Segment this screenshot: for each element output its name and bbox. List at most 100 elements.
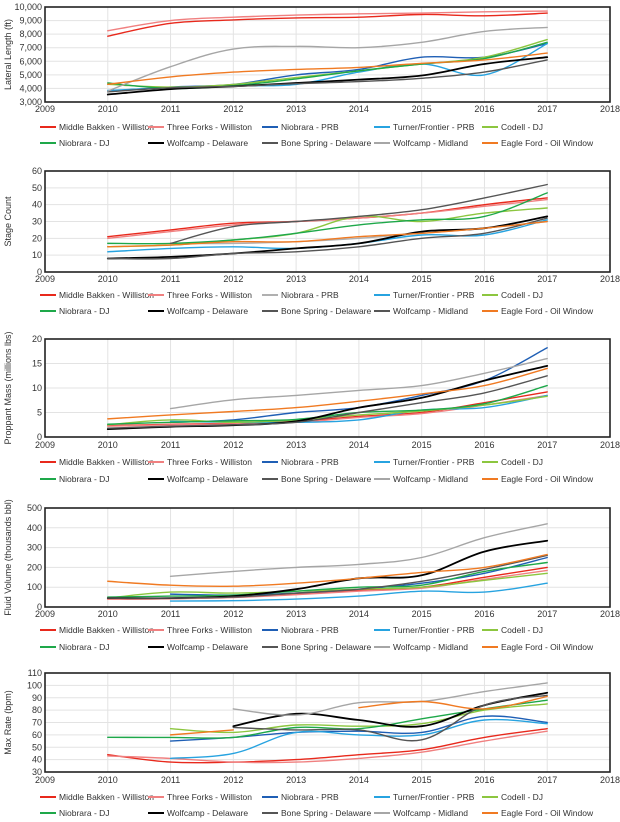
legend-label: Three Forks - Williston [167,122,252,132]
series-line-bone-spring-delaware [107,217,548,260]
x-tick-label: 2011 [161,440,180,450]
series-line-niobrara-dj [107,192,548,245]
legend-item-niobrara-prb: Niobrara - PRB [262,625,339,635]
legend-item-eagle-ford-oil-window: Eagle Ford - Oil Window [482,306,594,316]
legend-item-codell-dj: Codell - DJ [482,792,543,802]
x-tick-label: 2012 [223,104,243,114]
y-tick-label: 20 [32,233,42,243]
y-axis-label: Fluid Volume (thousands bbl) [3,499,13,616]
legend-item-three-forks-williston: Three Forks - Williston [148,457,252,467]
legend-label: Niobrara - DJ [59,306,110,316]
x-tick-label: 2013 [286,440,306,450]
legend-item-bone-spring-delaware: Bone Spring - Delaware [262,138,372,148]
legend-label: Turner/Frontier - PRB [393,122,475,132]
legend-label: Bone Spring - Delaware [281,138,372,148]
y-tick-label: 4,000 [19,83,42,93]
series-line-middle-bakken-williston [107,12,548,37]
series-line-turner-frontier-prb [107,42,548,92]
x-tick-label: 2018 [600,274,620,284]
legend-label: Niobrara - PRB [281,122,339,132]
y-tick-label: 40 [32,200,42,210]
x-tick-label: 2009 [35,274,55,284]
legend-item-wolfcamp-midland: Wolfcamp - Midland [374,808,468,818]
chart-1-lateral-length-ft: 3,000 4,000 5,000 6,000 7,000 8,000 9,000 10,00… [3,2,620,148]
legend-label: Codell - DJ [501,792,543,802]
x-tick-label: 2010 [98,609,118,619]
y-tick-label: 0 [37,432,42,442]
series-line-wolfcamp-midland [169,357,548,410]
y-tick-label: 7,000 [19,43,42,53]
legend-item-codell-dj: Codell - DJ [482,290,543,300]
legend-item-turner-frontier-prb: Turner/Frontier - PRB [374,457,475,467]
x-tick-label: 2017 [537,609,557,619]
legend-item-three-forks-williston: Three Forks - Williston [148,122,252,132]
legend-item-eagle-ford-oil-window: Eagle Ford - Oil Window [482,808,594,818]
series-line-codell-dj [169,703,548,734]
y-axis-label: Max Rate (bpm) [3,690,13,755]
x-tick-label: 2011 [161,274,180,284]
legend-label: Eagle Ford - Oil Window [501,642,594,652]
x-tick-label: 2018 [600,775,620,785]
x-tick-label: 2014 [349,609,369,619]
y-tick-label: 20 [32,334,42,344]
legend-item-wolfcamp-delaware: Wolfcamp - Delaware [148,642,248,652]
legend-label: Wolfcamp - Delaware [167,306,248,316]
legend-item-turner-frontier-prb: Turner/Frontier - PRB [374,792,475,802]
legend-label: Eagle Ford - Oil Window [501,474,594,484]
series-line-bone-spring-delaware [107,59,548,93]
legend-label: Niobrara - DJ [59,642,110,652]
legend-item-eagle-ford-oil-window: Eagle Ford - Oil Window [482,474,594,484]
legend-item-niobrara-dj: Niobrara - DJ [40,642,110,652]
chart-3-proppant-mass-millions-lbs: 0 5 10 15 20 2009 2010 2011 2012 2013 2014 2015 2016… [3,331,620,484]
legend-label: Wolfcamp - Delaware [167,138,248,148]
legend-label: Middle Bakken - Williston [59,122,154,132]
x-tick-label: 2009 [35,104,55,114]
x-tick-label: 2016 [474,609,494,619]
x-tick-label: 2018 [600,104,620,114]
x-tick-label: 2009 [35,775,55,785]
legend-item-codell-dj: Codell - DJ [482,625,543,635]
legend-label: Turner/Frontier - PRB [393,625,475,635]
legend-label: Codell - DJ [501,122,543,132]
x-tick-label: 2016 [474,440,494,450]
legend-label: Bone Spring - Delaware [281,808,372,818]
y-tick-label: 60 [32,166,42,176]
legend-label: Niobrara - DJ [59,138,110,148]
legend-item-niobrara-dj: Niobrara - DJ [40,306,110,316]
x-tick-label: 2010 [98,440,118,450]
y-tick-label: 10 [32,383,42,393]
y-tick-label: 100 [27,680,42,690]
y-tick-label: 60 [32,730,42,740]
legend-label: Middle Bakken - Williston [59,457,154,467]
series-line-niobrara-dj [107,384,548,425]
x-tick-label: 2013 [286,609,306,619]
legend-item-middle-bakken-williston: Middle Bakken - Williston [40,457,154,467]
y-axis-label: Lateral Length (ft) [3,19,13,90]
y-tick-label: 6,000 [19,56,42,66]
x-tick-label: 2009 [35,609,55,619]
series-line-eagle-ford-oil-window [107,220,548,248]
x-tick-label: 2014 [349,274,369,284]
legend-label: Eagle Ford - Oil Window [501,138,594,148]
legend-item-niobrara-prb: Niobrara - PRB [262,457,339,467]
legend-label: Middle Bakken - Williston [59,290,154,300]
series-line-wolfcamp-midland [169,523,548,578]
legend-item-niobrara-prb: Niobrara - PRB [262,290,339,300]
legend-label: Niobrara - PRB [281,792,339,802]
legend-label: Wolfcamp - Midland [393,306,468,316]
y-tick-label: 400 [27,523,42,533]
y-tick-label: 0 [37,267,42,277]
legend-label: Eagle Ford - Oil Window [501,306,594,316]
y-tick-label: 50 [32,742,42,752]
legend-label: Niobrara - DJ [59,474,110,484]
x-tick-label: 2014 [349,440,369,450]
legend-item-middle-bakken-williston: Middle Bakken - Williston [40,122,154,132]
y-tick-label: 3,000 [19,97,42,107]
plot-frame [44,507,611,608]
legend-label: Turner/Frontier - PRB [393,290,475,300]
series-line-turner-frontier-prb [169,718,548,760]
legend-label: Codell - DJ [501,457,543,467]
chart-2-stage-count: 0 10 20 30 40 50 60 2009 2010 2011 2012 2013 2014 201… [3,166,620,316]
legend-item-bone-spring-delaware: Bone Spring - Delaware [262,808,372,818]
